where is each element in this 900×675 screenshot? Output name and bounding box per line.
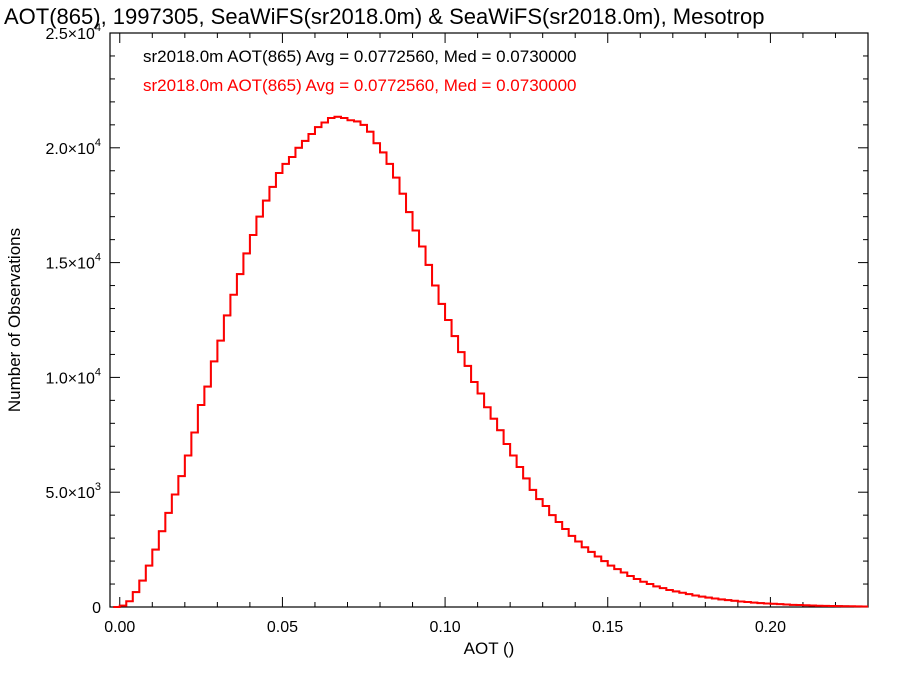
stat-annotation-red: sr2018.0m AOT(865) Avg = 0.0772560, Med …	[143, 76, 577, 95]
plot-frame	[109, 32, 869, 608]
x-tick-label: 0.20	[755, 619, 786, 636]
x-tick-label: 0.00	[104, 619, 135, 636]
series-layer	[113, 115, 868, 608]
histogram-series-black	[113, 116, 868, 608]
histogram-series-red	[113, 115, 868, 608]
y-axis-label: Number of Observations	[5, 228, 24, 412]
y-tick-label: 1.0×104	[45, 366, 101, 387]
y-tick-label: 0	[92, 600, 101, 617]
x-tick-label: 0.10	[430, 619, 461, 636]
axis-ticks: 0.00 0.05 0.10 0.15 0.20 0 5.0×103 1.0×104 1.5×1…	[45, 22, 869, 636]
chart-title: AOT(865), 1997305, SeaWiFS(sr2018.0m) & …	[4, 4, 765, 29]
x-tick-label: 0.05	[267, 619, 298, 636]
x-tick-label: 0.15	[592, 619, 623, 636]
x-axis-label: AOT ()	[464, 639, 515, 658]
stat-annotation-black: sr2018.0m AOT(865) Avg = 0.0772560, Med …	[143, 47, 577, 66]
y-tick-label: 2.5×104	[45, 22, 101, 43]
y-tick-label: 1.5×104	[45, 252, 101, 273]
y-tick-label: 5.0×103	[45, 481, 101, 502]
y-tick-label: 2.0×104	[45, 137, 101, 158]
